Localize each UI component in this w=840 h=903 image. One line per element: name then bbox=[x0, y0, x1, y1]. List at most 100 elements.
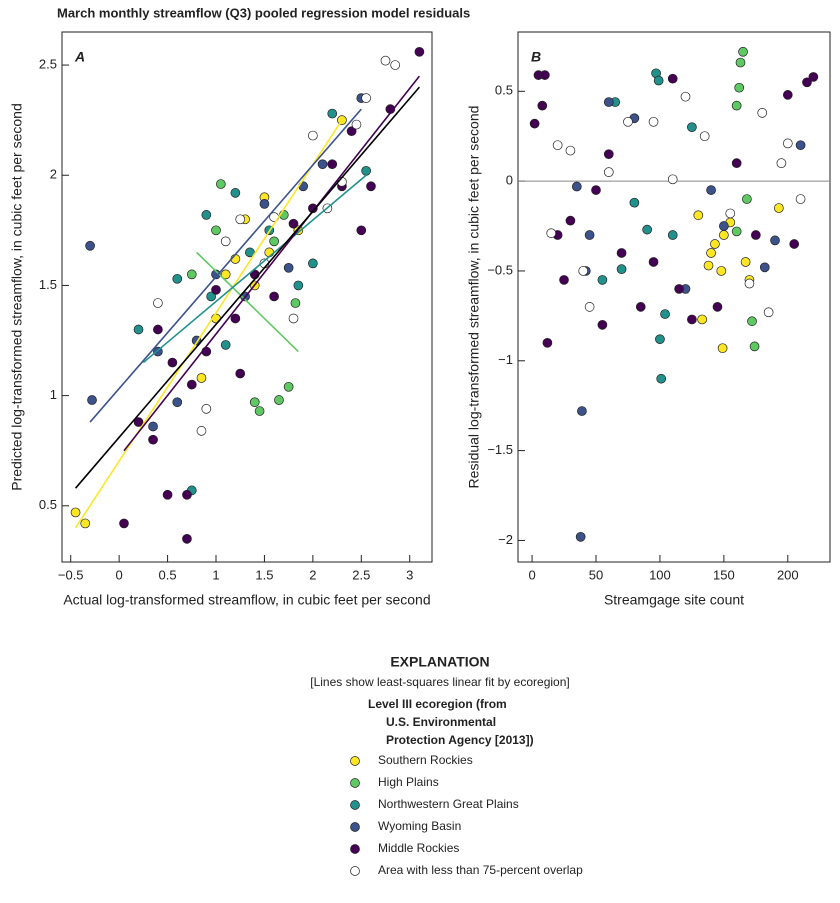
x-axis-title: Streamgage site count bbox=[604, 592, 744, 608]
data-point bbox=[757, 107, 768, 118]
data-point bbox=[529, 118, 540, 129]
legend-swatch bbox=[350, 778, 360, 788]
data-point bbox=[750, 230, 761, 240]
data-point bbox=[351, 119, 362, 130]
x-tick-label: 3 bbox=[406, 567, 413, 582]
data-point bbox=[182, 534, 192, 544]
data-point bbox=[782, 90, 793, 100]
explanation-note: [Lines show least-squares linear fit by … bbox=[310, 675, 569, 689]
data-point bbox=[274, 395, 284, 405]
x-tick-label: 50 bbox=[589, 567, 603, 582]
data-point bbox=[770, 235, 780, 246]
data-point bbox=[571, 181, 582, 192]
data-point bbox=[782, 138, 793, 149]
plot-frame bbox=[61, 31, 433, 563]
data-point bbox=[172, 397, 183, 408]
fit-line bbox=[74, 86, 421, 489]
data-point bbox=[196, 373, 207, 383]
y-axis-title: Residual log-transformed streamflow, in … bbox=[466, 106, 482, 489]
data-point bbox=[70, 507, 81, 518]
data-point bbox=[201, 210, 212, 220]
data-point bbox=[802, 77, 812, 88]
data-point bbox=[693, 210, 704, 221]
data-point bbox=[699, 131, 710, 142]
data-point bbox=[215, 179, 226, 189]
data-point bbox=[269, 291, 279, 302]
legend-swatch bbox=[350, 800, 360, 810]
y-tick-label: 0.5 bbox=[495, 83, 513, 98]
y-tick-label: 0.5 bbox=[39, 497, 57, 512]
data-point bbox=[220, 269, 231, 280]
data-point bbox=[776, 158, 787, 169]
figure-title: March monthly streamflow (Q3) pooled reg… bbox=[57, 5, 470, 20]
data-point bbox=[597, 319, 608, 330]
data-point bbox=[648, 257, 659, 267]
data-point bbox=[230, 313, 241, 324]
data-point bbox=[186, 269, 197, 280]
data-point bbox=[740, 257, 751, 267]
data-point bbox=[211, 284, 221, 295]
data-point bbox=[584, 302, 595, 312]
data-point bbox=[565, 145, 576, 156]
data-point bbox=[795, 194, 806, 204]
data-point bbox=[735, 57, 746, 68]
data-point bbox=[744, 278, 755, 289]
data-point bbox=[603, 149, 614, 160]
data-point bbox=[763, 307, 774, 318]
data-point bbox=[288, 313, 299, 324]
data-point bbox=[288, 218, 299, 229]
data-point bbox=[674, 284, 684, 294]
y-tick-label: −0.5 bbox=[487, 262, 513, 277]
data-point bbox=[559, 275, 569, 285]
data-point bbox=[235, 368, 246, 379]
data-point bbox=[697, 314, 707, 325]
data-point bbox=[667, 230, 678, 240]
explanation-heading: EXPLANATION bbox=[390, 654, 489, 670]
y-tick-label: 1 bbox=[50, 387, 57, 402]
legend-swatch bbox=[350, 822, 360, 832]
legend-title: Level III ecoregion (from bbox=[368, 697, 507, 711]
fit-line bbox=[89, 108, 362, 423]
legend-label: Middle Rockies bbox=[378, 841, 459, 855]
data-point bbox=[211, 269, 221, 280]
fit-line bbox=[142, 174, 367, 364]
data-point bbox=[719, 221, 729, 231]
data-point bbox=[153, 298, 163, 308]
data-point bbox=[245, 247, 255, 258]
data-point bbox=[264, 247, 275, 258]
data-point bbox=[808, 72, 819, 82]
data-point bbox=[789, 239, 800, 249]
data-point bbox=[308, 203, 318, 214]
legend-swatch bbox=[350, 844, 360, 854]
data-point bbox=[716, 266, 727, 276]
data-point bbox=[706, 248, 716, 258]
data-point bbox=[308, 258, 318, 269]
data-point bbox=[795, 140, 806, 151]
fit-line bbox=[123, 75, 421, 452]
data-point bbox=[603, 167, 614, 177]
data-point bbox=[235, 214, 246, 225]
data-point bbox=[578, 266, 589, 276]
data-point bbox=[680, 91, 691, 102]
data-point bbox=[80, 518, 91, 529]
data-point bbox=[759, 262, 770, 273]
data-point bbox=[616, 248, 627, 258]
data-point bbox=[162, 489, 173, 500]
panel-label: A bbox=[74, 49, 85, 65]
legend-title: Protection Agency [2013]) bbox=[386, 733, 534, 747]
data-point bbox=[133, 324, 144, 335]
data-point bbox=[597, 275, 608, 285]
data-point bbox=[719, 230, 729, 240]
data-point bbox=[742, 194, 752, 204]
legend-swatch bbox=[350, 866, 360, 876]
legend-swatch bbox=[350, 756, 360, 766]
data-point bbox=[710, 239, 720, 249]
data-point bbox=[591, 185, 601, 195]
data-point bbox=[616, 264, 627, 275]
data-point bbox=[172, 273, 183, 284]
y-axis-title: Predicted log-transformed streamflow, in… bbox=[9, 103, 25, 491]
legend-title: U.S. Environmental bbox=[386, 715, 496, 729]
data-point bbox=[356, 225, 367, 236]
data-point bbox=[731, 158, 742, 169]
